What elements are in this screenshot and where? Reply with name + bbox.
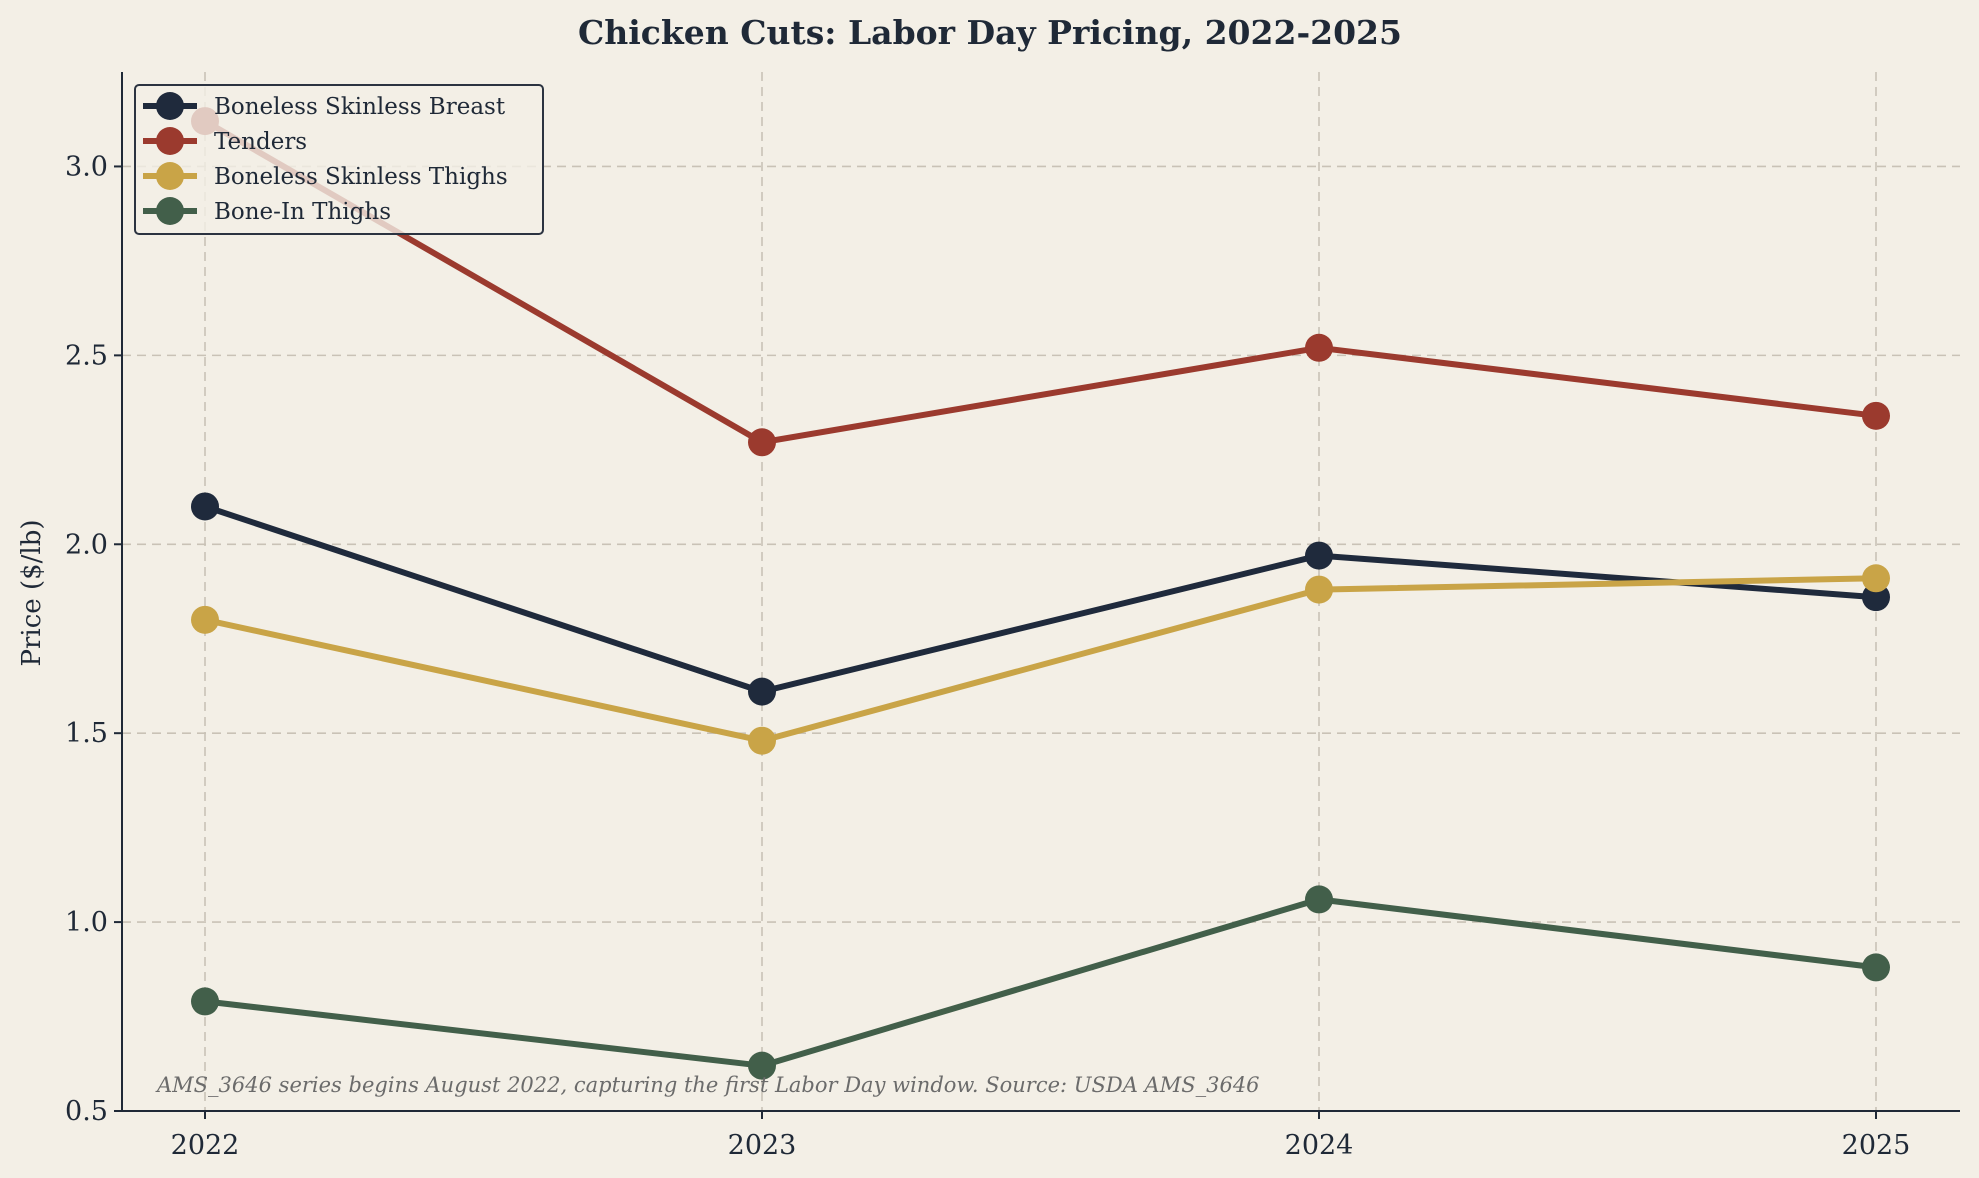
y-tick-label: 0.5 xyxy=(65,1096,108,1127)
legend-item: Boneless Skinless Thighs xyxy=(143,162,508,190)
chart-title: Chicken Cuts: Labor Day Pricing, 2022-20… xyxy=(578,13,1402,52)
x-tick-label: 2023 xyxy=(728,1130,797,1161)
legend-swatch-marker xyxy=(156,127,184,155)
series-line xyxy=(202,118,1879,446)
data-point xyxy=(1305,885,1333,914)
data-point xyxy=(1305,333,1333,362)
legend-label: Bone-In Thighs xyxy=(214,199,391,225)
series-line xyxy=(202,896,1879,1069)
x-tick-label: 2025 xyxy=(1842,1130,1911,1161)
source-annotation: AMS_3646 series begins August 2022, capt… xyxy=(155,1073,1260,1097)
ticks: 0.5 1.0 1.5 2.0 2.5 3.0 2022 2023 2024 2025 xyxy=(65,151,1910,1161)
data-point xyxy=(748,726,776,755)
legend: Boneless Skinless Breast Tenders Boneless … xyxy=(134,84,544,235)
y-tick-label: 2.5 xyxy=(65,340,108,371)
series-line xyxy=(202,503,1879,695)
data-point xyxy=(1862,401,1890,430)
data-point xyxy=(191,492,219,521)
y-tick-label: 2.0 xyxy=(65,529,108,560)
y-tick-label: 1.0 xyxy=(65,907,108,938)
legend-swatch-marker xyxy=(156,197,184,225)
legend-item: Boneless Skinless Breast xyxy=(143,92,506,120)
y-tick-label: 3.0 xyxy=(65,151,108,182)
data-point xyxy=(1862,564,1890,593)
x-tick-label: 2024 xyxy=(1285,1130,1354,1161)
series xyxy=(191,107,1890,1080)
x-tick-label: 2022 xyxy=(171,1130,240,1161)
data-point xyxy=(748,677,776,706)
y-tick-label: 1.5 xyxy=(65,718,108,749)
series-tenders xyxy=(191,107,1890,457)
data-point xyxy=(1862,953,1890,982)
data-point xyxy=(748,428,776,457)
legend-item: Bone-In Thighs xyxy=(143,197,391,225)
data-point xyxy=(748,1051,776,1080)
data-point xyxy=(191,605,219,634)
legend-label: Boneless Skinless Thighs xyxy=(214,164,508,190)
data-point xyxy=(191,987,219,1016)
series-line xyxy=(202,575,1879,744)
data-point xyxy=(1305,575,1333,604)
series-bone-in-thighs xyxy=(191,885,1890,1080)
legend-swatch-marker xyxy=(156,92,184,120)
axes xyxy=(121,72,1960,1112)
legend-swatch-marker xyxy=(156,162,184,190)
series-boneless-skinless-thighs xyxy=(191,564,1890,755)
legend-box xyxy=(134,84,544,235)
data-point xyxy=(1305,541,1333,570)
y-axis-label: Price ($/lb) xyxy=(17,520,47,667)
legend-label: Tenders xyxy=(214,129,307,155)
series-boneless-skinless-breast xyxy=(191,492,1890,706)
legend-label: Boneless Skinless Breast xyxy=(214,94,506,120)
legend-item: Tenders xyxy=(143,127,307,155)
